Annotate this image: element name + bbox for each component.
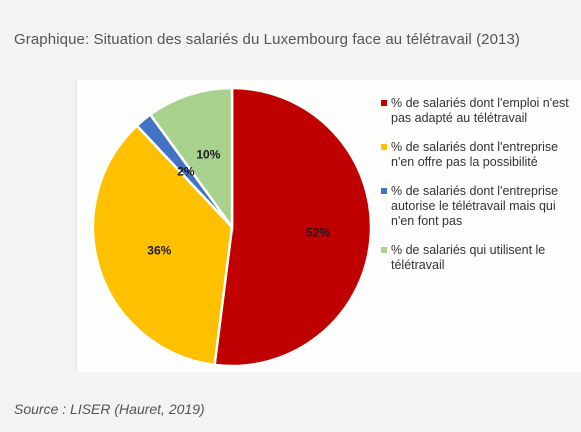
legend-swatch: [381, 247, 387, 253]
chart-legend: % de salariés dont l'emploi n'est pas ad…: [379, 96, 575, 287]
slice-value-label: 2%: [177, 164, 195, 178]
legend-label: % de salariés dont l'entreprise n'en off…: [391, 140, 559, 169]
chart-title: Graphique: Situation des salariés du Lux…: [14, 31, 521, 48]
legend-label: % de salariés qui utilisent le télétrava…: [391, 243, 546, 272]
legend-swatch: [381, 144, 387, 150]
slice-value-label: 36%: [147, 244, 171, 258]
slice-not-adapted: [213, 86, 373, 368]
legend-swatch: [381, 100, 387, 106]
legend-item-not-offered: % de salariés dont l'entreprise n'en off…: [379, 140, 575, 170]
slice-value-label: 10%: [196, 147, 220, 161]
slice-value-label: 52%: [306, 225, 330, 239]
legend-item-allowed-not-used: % de salariés dont l'entreprise autorise…: [379, 184, 575, 229]
slice-not-offered: [91, 123, 234, 367]
legend-swatch: [381, 188, 387, 194]
source-note: Source : LISER (Hauret, 2019): [14, 401, 205, 417]
legend-label: % de salariés dont l'emploi n'est pas ad…: [391, 96, 569, 125]
legend-item-teleworking: % de salariés qui utilisent le télétrava…: [379, 243, 575, 273]
legend-label: % de salariés dont l'entreprise autorise…: [391, 184, 559, 228]
slice-teleworking: [148, 86, 234, 231]
legend-item-not-adapted: % de salariés dont l'emploi n'est pas ad…: [379, 96, 575, 126]
